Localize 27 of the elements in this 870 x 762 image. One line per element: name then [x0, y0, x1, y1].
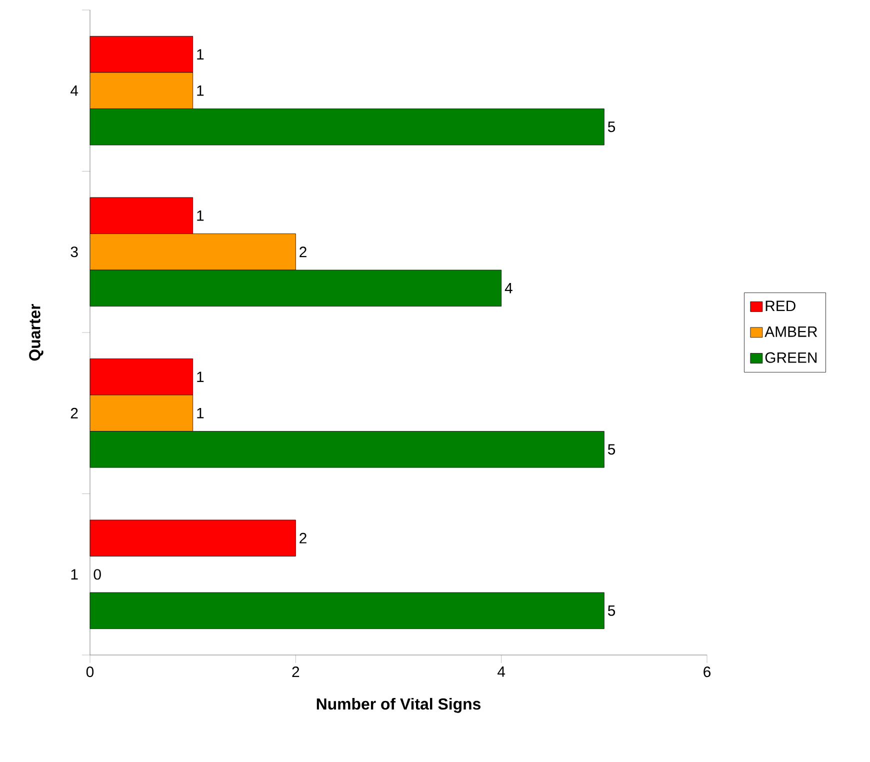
- x-tick-label: 4: [498, 666, 506, 677]
- x-tick-label: 0: [86, 666, 94, 678]
- data-label: 1: [197, 408, 204, 418]
- legend-label: AMBER: [764, 326, 818, 337]
- y-tick-label: 3: [70, 246, 78, 258]
- x-tick-label: 6: [704, 666, 711, 678]
- data-label: 1: [197, 49, 204, 60]
- bar: [90, 520, 296, 556]
- bar: [90, 592, 604, 629]
- data-label: 5: [608, 605, 616, 616]
- y-tick-label: 1: [71, 569, 78, 580]
- legend-label: RED: [766, 300, 796, 312]
- data-label: 5: [608, 122, 616, 132]
- data-label: 2: [300, 532, 306, 544]
- data-label: 5: [608, 444, 616, 455]
- x-axis-title: Number of Vital Signs: [316, 698, 481, 713]
- legend-label: GREEN: [765, 352, 817, 363]
- y-axis-title: Quarter: [29, 304, 44, 361]
- data-label: 0: [94, 569, 101, 580]
- data-label: 1: [197, 372, 204, 382]
- data-label: 1: [197, 210, 204, 221]
- data-label: 1: [197, 85, 204, 96]
- data-label: 4: [504, 283, 512, 294]
- y-tick-label: 2: [70, 408, 78, 418]
- y-tick-label: 4: [70, 85, 78, 96]
- data-label: 2: [300, 246, 306, 258]
- x-tick-label: 2: [292, 666, 300, 677]
